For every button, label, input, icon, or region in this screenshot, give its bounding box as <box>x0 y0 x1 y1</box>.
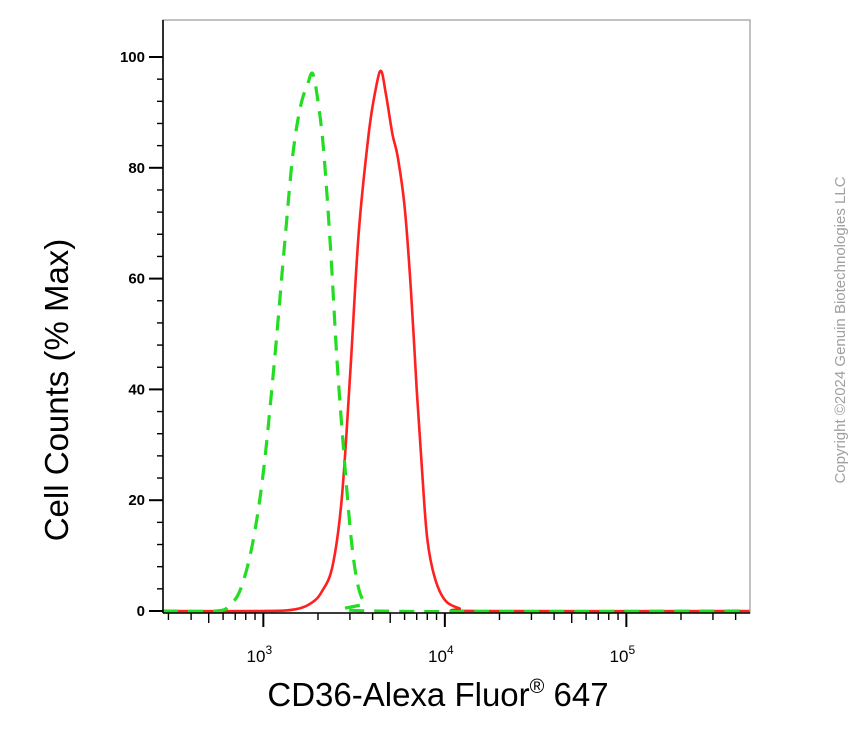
y-tick-label: 40 <box>128 381 145 398</box>
x-tick-label: 103 <box>247 643 273 666</box>
x-tick-label: 105 <box>610 643 636 666</box>
y-axis-label: Cell Counts (% Max) <box>38 239 75 542</box>
y-axis-ticks: 0 20 40 60 80 100 <box>120 49 163 620</box>
y-tick-label: 60 <box>128 271 145 288</box>
y-tick-label: 20 <box>128 492 145 509</box>
axes <box>162 20 750 614</box>
control-histogram-curve <box>162 71 751 614</box>
x-axis-label-registered-mark: ® <box>530 676 545 698</box>
x-tick-label: 104 <box>428 643 454 666</box>
plot-frame <box>162 19 751 614</box>
y-tick-label: 0 <box>137 603 145 620</box>
copyright-watermark: Copyright ©2024 Genuin Biotechnologies L… <box>832 176 849 483</box>
stained-histogram-curve <box>162 69 751 613</box>
y-tick-label: 80 <box>128 160 145 177</box>
y-tick-label: 100 <box>120 49 145 66</box>
histogram-curves <box>162 69 751 614</box>
x-axis-label: CD36-Alexa Fluor® 647 <box>267 676 608 713</box>
x-axis-label-main: CD36-Alexa Fluor <box>267 676 529 713</box>
x-axis-ticks: 103 104 105 <box>167 613 737 666</box>
x-axis-label-tail: 647 <box>544 676 608 713</box>
